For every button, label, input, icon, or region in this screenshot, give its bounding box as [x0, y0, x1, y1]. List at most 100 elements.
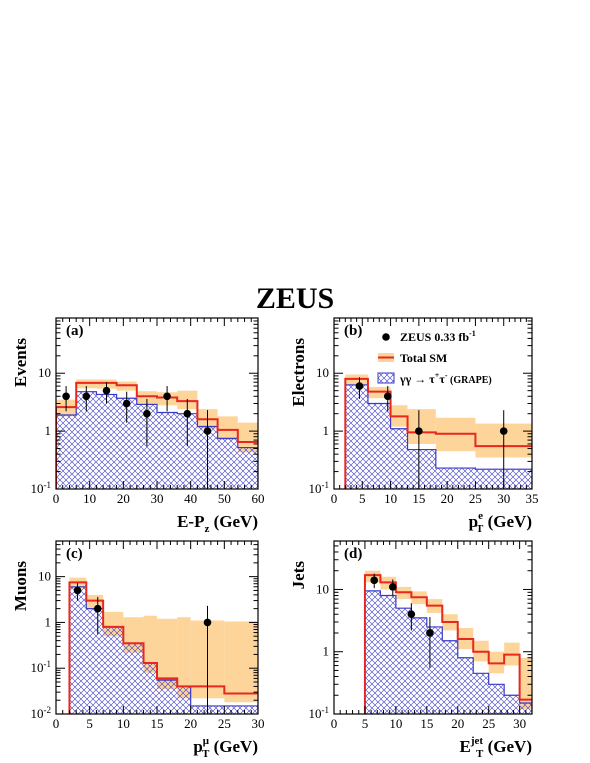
x-axis-title-main: p — [469, 512, 478, 531]
grape-bin — [426, 626, 443, 714]
x-axis-title-unit: (GeV) — [483, 737, 532, 756]
data-point — [426, 629, 434, 637]
y-tick-label: 10-1 — [309, 480, 330, 496]
x-tick-label: 25 — [469, 491, 482, 506]
grape-bin — [103, 626, 124, 714]
x-tick-label: 20 — [441, 491, 454, 506]
grape-bin — [435, 468, 476, 489]
x-axis-title: pμ T (GeV) — [193, 735, 258, 760]
y-tick-label: 10-1 — [31, 659, 52, 675]
legend-text: γγ → τ — [399, 372, 435, 386]
grape-bin — [177, 413, 198, 489]
plot-area — [68, 577, 258, 714]
legend-data-marker — [382, 333, 390, 341]
y-axis-title: Jets — [289, 561, 308, 590]
panel-label: (b) — [344, 323, 362, 339]
x-tick-label: 30 — [151, 491, 164, 506]
data-point — [388, 583, 397, 591]
data-point — [62, 392, 70, 401]
grape-bin — [473, 673, 489, 714]
y-tick-exponent: -1 — [322, 480, 330, 490]
x-axis-title: E-Pz (GeV) — [177, 512, 258, 535]
sm-uncertainty-band — [136, 391, 157, 404]
legend-label-data: ZEUS 0.33 fb-1 — [400, 329, 476, 344]
x-axis-title-main: E-P — [177, 512, 204, 531]
figure-title: ZEUS — [256, 282, 334, 315]
y-tick-label: 10 — [316, 581, 329, 596]
y-tick-label: 1 — [323, 423, 330, 438]
grape-bin — [395, 608, 412, 714]
data-point — [499, 427, 508, 435]
plot-area — [56, 379, 258, 489]
data-point — [415, 427, 423, 435]
grape-bin — [504, 695, 520, 714]
y-tick-exponent: -1 — [44, 659, 52, 669]
x-tick-label: 15 — [151, 716, 164, 731]
panel-label: (a) — [66, 323, 84, 339]
legend-superscript: - — [445, 371, 448, 380]
legend-label-grape: γγ → τ+τ- (GRAPE) — [399, 371, 492, 386]
x-axis-title: Ejet T (GeV) — [459, 735, 532, 760]
grape-bin — [143, 662, 157, 714]
grape-bin — [345, 384, 368, 489]
total-sm-line — [68, 581, 258, 714]
total-sm-line — [344, 377, 532, 489]
legend-superscript: + — [435, 371, 440, 380]
panel-label: (d) — [344, 546, 362, 562]
grape-bin — [390, 428, 408, 489]
legend-text: (GRAPE) — [448, 375, 492, 386]
x-axis-title-superscript: μ — [203, 735, 210, 747]
grape-bin — [157, 680, 178, 714]
grape-bin — [237, 447, 258, 489]
y-tick-label: 10-1 — [309, 705, 330, 721]
data-point — [102, 386, 111, 395]
x-axis-title-unit: (GeV) — [483, 512, 532, 531]
y-tick-label: 1 — [323, 644, 330, 659]
x-tick-label: 30 — [252, 716, 265, 731]
legend-label-total-sm: Total SM — [400, 351, 447, 365]
x-axis-title-unit: (GeV) — [209, 512, 258, 531]
y-tick-label: 1 — [45, 614, 52, 629]
data-point — [73, 586, 82, 595]
data-point — [203, 618, 212, 627]
x-tick-label: 20 — [184, 716, 197, 731]
x-tick-label: 50 — [218, 491, 231, 506]
x-tick-label: 60 — [252, 491, 265, 506]
panel-label: (c) — [66, 546, 83, 562]
grape-bin — [442, 640, 458, 714]
y-tick-exponent: -2 — [44, 705, 52, 715]
x-tick-label: 20 — [117, 491, 130, 506]
grape-bin — [367, 403, 391, 489]
x-tick-label: 30 — [513, 716, 526, 731]
grape-bin — [69, 586, 87, 714]
data-point — [82, 392, 91, 401]
y-axis-title: Events — [11, 338, 30, 388]
total-sm-line — [56, 381, 258, 489]
x-tick-label: 15 — [412, 491, 425, 506]
legend: ZEUS 0.33 fb-1 Total SM γγ → τ+τ- (GRAPE) — [377, 329, 492, 386]
legend-superscript: -1 — [469, 329, 476, 338]
sm-uncertainty-band — [143, 615, 157, 673]
x-tick-label: 5 — [362, 716, 369, 731]
sm-uncertainty-band — [224, 621, 258, 703]
legend-grape-swatch — [377, 372, 395, 384]
data-point — [143, 409, 151, 418]
x-axis-title-subscript: z — [204, 523, 209, 535]
grape-bin — [96, 394, 117, 489]
y-tick-base: 10 — [31, 706, 44, 721]
plot-area — [344, 374, 532, 489]
legend-text: ZEUS 0.33 fb — [400, 330, 469, 344]
legend-text: τ — [439, 372, 445, 386]
x-axis-title-subscript: T — [476, 748, 484, 760]
x-tick-label: 25 — [482, 716, 495, 731]
sm-uncertainty-band — [407, 409, 436, 444]
y-tick-label: 10 — [316, 365, 329, 380]
x-tick-label: 0 — [53, 491, 60, 506]
y-tick-label: 10-2 — [31, 705, 52, 721]
x-tick-label: 30 — [497, 491, 510, 506]
